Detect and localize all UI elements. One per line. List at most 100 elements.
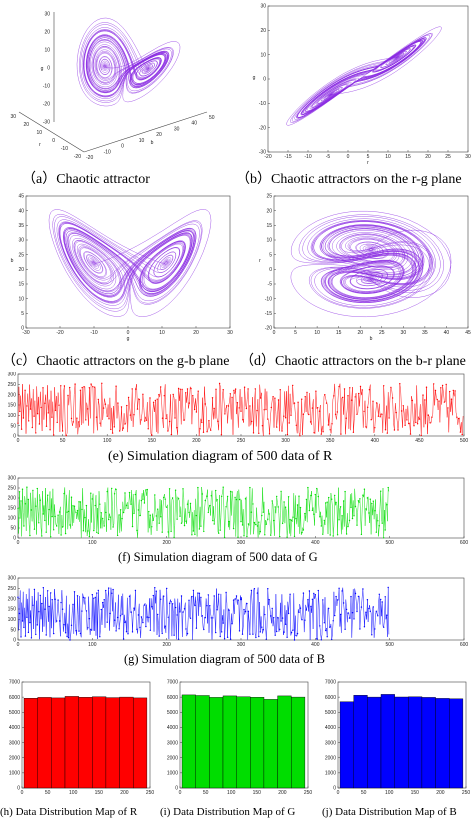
g-y-tick-label: 50 <box>10 627 16 633</box>
f-series-point <box>261 514 263 517</box>
e-series-point <box>222 389 224 391</box>
g-y-tick-label: 250 <box>8 586 17 592</box>
e-x-tick-label: 400 <box>371 438 380 444</box>
g-series-point <box>61 608 64 610</box>
e-series-point <box>415 421 417 424</box>
f-series-point <box>322 533 324 535</box>
g-series-point <box>90 628 92 631</box>
g-series-point <box>259 631 261 633</box>
a-z-tick-label: 30 <box>44 12 50 18</box>
g-series-point <box>289 593 291 595</box>
g-series-point <box>154 587 156 589</box>
f-series-point <box>164 498 166 500</box>
g-series-point <box>58 620 61 622</box>
f-series-point <box>44 519 46 522</box>
g-series-point <box>345 608 348 611</box>
g-series-point <box>322 599 324 601</box>
f-y-tick-label: 300 <box>8 476 17 482</box>
h-bar-7 <box>119 696 134 789</box>
e-series-point <box>349 387 351 389</box>
e-series-point <box>172 393 174 396</box>
g-x-tick-label: 300 <box>237 642 246 648</box>
e-series-point <box>400 410 403 412</box>
f-x-tick-label: 100 <box>88 540 97 546</box>
g-series-point <box>237 599 239 601</box>
e-series-point <box>281 430 283 432</box>
e-series-point <box>320 433 322 435</box>
g-series-point <box>140 616 143 618</box>
j-x-tick-label: 200 <box>436 790 445 796</box>
g-series-point <box>177 638 180 640</box>
f-series-point <box>342 500 345 502</box>
c-y-axis-label: b <box>11 258 14 264</box>
g-series-point <box>255 636 257 639</box>
f-series-point <box>38 522 40 524</box>
e-series-point <box>145 419 148 421</box>
g-series-point <box>182 611 184 613</box>
e-series-point <box>395 411 397 414</box>
e-series-point <box>53 434 55 436</box>
e-series-point <box>309 421 312 423</box>
f-series-point <box>157 508 159 510</box>
e-x-tick-label: 450 <box>415 438 424 444</box>
f-series-point <box>215 489 217 492</box>
f-series-point <box>21 488 24 490</box>
d-x-tick-label: 0 <box>273 330 276 336</box>
d-y-tick-label: -5 <box>268 282 273 288</box>
e-series-point <box>119 430 121 432</box>
c-y-tick-label: 35 <box>18 223 24 229</box>
e-series-point <box>231 396 233 399</box>
f-series-point <box>243 535 245 537</box>
e-series-point <box>306 391 308 394</box>
g-series-point <box>17 596 19 598</box>
e-x-tick-label: 100 <box>103 438 112 444</box>
f-series-point <box>23 525 25 527</box>
g-series-point <box>304 619 306 621</box>
e-series-point <box>176 427 178 429</box>
e-series-point <box>358 392 360 395</box>
e-series-point <box>242 419 244 421</box>
f-series-point <box>378 525 380 527</box>
i-bar-2 <box>209 697 224 789</box>
g-series-point <box>69 639 71 641</box>
f-series-point <box>186 503 189 505</box>
e-series-point <box>177 387 180 390</box>
f-series-point <box>61 526 64 528</box>
f-x-tick-label: 0 <box>17 540 20 546</box>
e-series-point <box>35 432 37 434</box>
e-series-point <box>256 409 258 412</box>
j-y-tick-label: 0 <box>333 786 336 792</box>
g-series-point <box>299 607 302 609</box>
f-series-point <box>118 514 120 516</box>
f-series-point <box>360 533 363 536</box>
e-series-point <box>286 433 289 436</box>
c-y-tick-label: 10 <box>18 296 24 302</box>
g-y-tick-label: 300 <box>8 576 17 582</box>
g-series-point <box>357 595 360 598</box>
f-series-point <box>182 488 184 490</box>
e-series-point <box>83 386 85 388</box>
g-series-point <box>168 602 171 605</box>
e-series-point <box>101 382 103 384</box>
e-series-point <box>179 388 181 390</box>
h-bar-3 <box>64 696 79 789</box>
f-series-point <box>279 535 281 538</box>
g-series-point <box>24 635 27 637</box>
h-bar-4 <box>78 697 93 789</box>
j-bar-1 <box>353 695 368 789</box>
f-series-point <box>226 495 229 498</box>
e-series-point <box>61 430 64 432</box>
g-series-point <box>274 634 276 636</box>
g-series-point <box>116 616 119 619</box>
g-series-point <box>234 598 236 600</box>
d-y-tick-label: 25 <box>266 194 272 200</box>
e-series-point <box>452 389 454 392</box>
f-series-point <box>292 516 294 518</box>
g-series-point <box>249 633 251 635</box>
f-series-point <box>295 517 297 520</box>
g-series-point <box>268 599 270 601</box>
g-series-point <box>250 589 253 592</box>
e-series-point <box>391 397 394 399</box>
i-y-tick-label: 5000 <box>167 710 178 716</box>
e-series-point <box>438 400 440 402</box>
